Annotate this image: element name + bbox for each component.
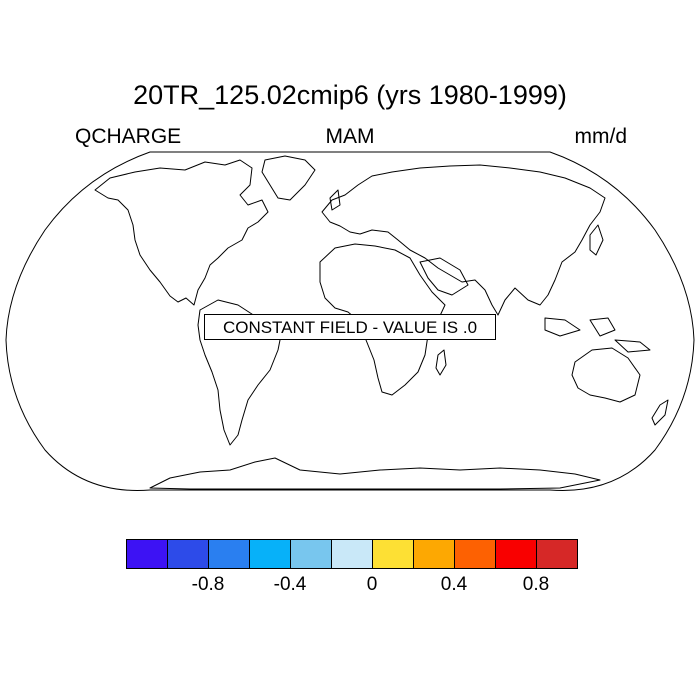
colorbar-tick-label: 0 [366,574,378,595]
colorbar-box [168,540,209,568]
colorbar-box [250,540,291,568]
eurasia-outline [321,164,606,316]
north-america-outline [94,159,269,306]
plot-title: 20TR_125.02cmip6 (yrs 1980-1999) [133,80,567,110]
colorbar-tick-label: 0.8 [522,574,550,595]
colorbar-box [455,540,496,568]
colorbar-tick-label: 0.4 [440,574,468,595]
australia-outline [571,347,641,403]
colorbar [126,539,578,569]
antarctica-outline [149,457,601,490]
season-label: MAM [325,125,375,148]
colorbar-tick-label: -0.8 [191,574,225,595]
variable-label: QCHARGE [75,125,182,148]
colorbar-box [414,540,455,568]
colorbar-box [209,540,250,568]
colorbar-tick-label: -0.4 [273,574,307,595]
japan-outline [589,224,604,256]
greenland-outline [261,155,316,201]
british-isles-outline [329,189,341,211]
maritime-continent-outline [544,317,651,353]
units-label: mm/d [574,125,628,148]
new-zealand-outline [651,399,669,426]
colorbar-box [291,540,332,568]
africa-outline [319,243,446,396]
madagascar-outline [435,349,447,376]
colorbar-box [496,540,537,568]
colorbar-box [373,540,414,568]
constant-field-note: CONSTANT FIELD - VALUE IS .0 [204,314,496,340]
arabia-outline [419,257,469,296]
colorbar-box [332,540,373,568]
colorbar-box [127,540,168,568]
map-border [5,151,695,491]
colorbar-box [537,540,577,568]
